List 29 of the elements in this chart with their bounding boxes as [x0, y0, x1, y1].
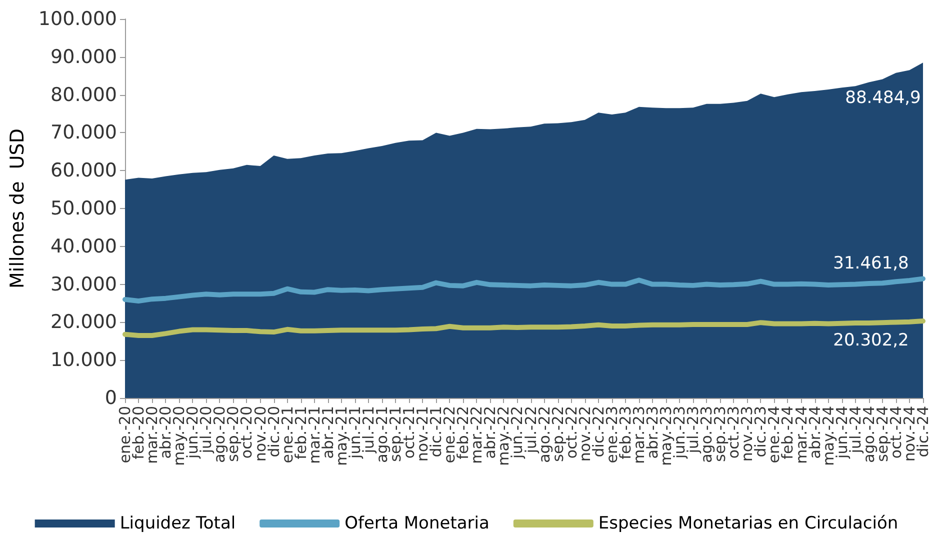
x-tick-label: may.-23 — [657, 406, 676, 466]
y-tick-label: 40.000 — [50, 235, 117, 258]
x-tick-label: jul.-21 — [359, 406, 378, 454]
x-tick-label: jul.-20 — [197, 406, 216, 454]
x-tick-label: may.-22 — [494, 406, 513, 466]
x-tick-label: jul.-22 — [522, 406, 540, 454]
y-tick-label: 60.000 — [50, 160, 117, 182]
y-tick-label: 100.000 — [38, 8, 117, 30]
y-tick-label: 30.000 — [50, 273, 117, 296]
y-tick-label: 90.000 — [50, 46, 117, 68]
data-label: 20.302,2 — [833, 330, 909, 351]
data-label: 31.461,8 — [833, 253, 909, 274]
y-tick-label: 50.000 — [50, 198, 117, 220]
y-tick-label: 10.000 — [50, 349, 117, 372]
y-tick-label: 80.000 — [50, 84, 117, 106]
legend-label: Especies Monetarias en Circulación — [598, 514, 898, 534]
x-tick-label: jul.-24 — [846, 406, 864, 454]
x-tick-label: may.-21 — [332, 406, 350, 466]
legend-label: Oferta Monetaria — [344, 514, 490, 534]
y-tick-label: 20.000 — [50, 311, 117, 334]
x-tick-label: may.-20 — [170, 406, 188, 466]
legend-label: Liquidez Total — [120, 514, 236, 534]
y-tick-label: 70.000 — [50, 122, 117, 144]
x-tick-label: dic.-24 — [914, 406, 932, 458]
x-tick-label: may.-24 — [819, 406, 838, 466]
x-tick-label: jul.-23 — [684, 406, 702, 454]
y-axis-title: Millones de USD — [6, 128, 28, 288]
data-label: 88.484,9 — [845, 88, 921, 108]
y-tick-label: 0 — [104, 387, 117, 409]
